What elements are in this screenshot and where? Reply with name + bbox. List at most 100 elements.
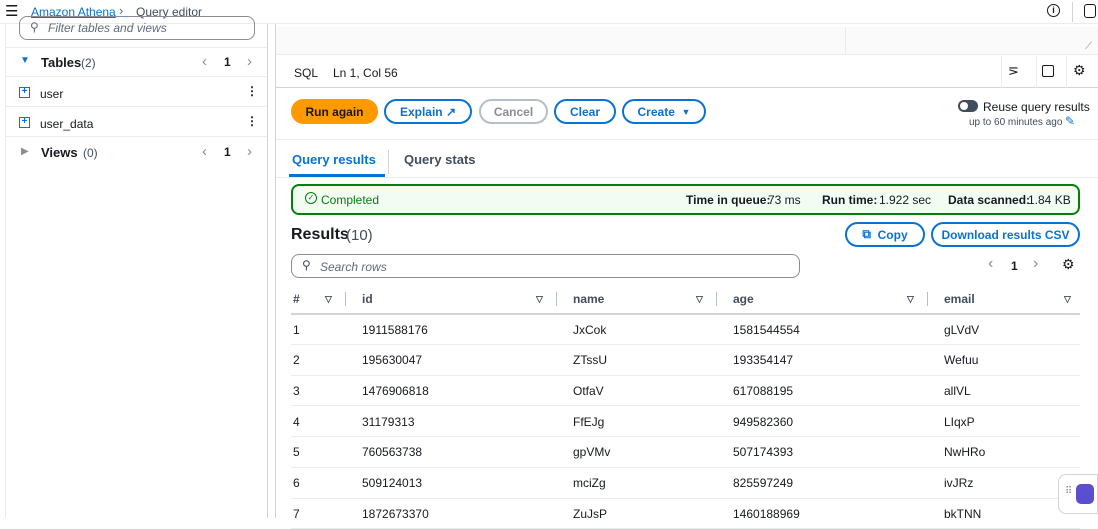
copy-button[interactable]: ⧉ Copy: [845, 222, 925, 247]
sidebar: ⚲ Filter tables and views ▼ Tables (2) ‹…: [5, 16, 268, 518]
table-cell: allVL: [944, 383, 971, 398]
search-placeholder: Search rows: [320, 260, 387, 274]
next-page-icon[interactable]: ›: [247, 53, 252, 70]
edit-icon[interactable]: ✎: [1065, 114, 1076, 128]
reuse-sublabel: up to 60 minutes ago: [969, 117, 1063, 128]
feedback-icon[interactable]: [1084, 4, 1096, 18]
table-cell: 760563738: [362, 445, 423, 460]
tab-query-results[interactable]: Query results: [292, 152, 376, 167]
next-page-icon[interactable]: ›: [1033, 255, 1039, 272]
table-cell: 1581544554: [733, 322, 800, 337]
editor-language: SQL: [294, 66, 319, 80]
data-scanned-label: Data scanned:: [948, 193, 1031, 207]
caret-right-icon[interactable]: ▶: [21, 146, 29, 157]
column-header[interactable]: age: [733, 292, 754, 306]
table-cell: mciZg: [573, 476, 606, 490]
table-settings-icon[interactable]: ⚙: [1062, 256, 1075, 272]
views-count: (0): [83, 146, 98, 160]
results-title: Results: [291, 226, 349, 243]
settings-icon[interactable]: ⚙: [1073, 62, 1086, 78]
drag-handle-icon[interactable]: ⠿: [1065, 486, 1073, 497]
prev-page-icon[interactable]: ‹: [202, 143, 207, 160]
run-time-label: Run time:: [822, 193, 878, 207]
table-cell: 1460188969: [733, 506, 800, 521]
run-again-button[interactable]: Run again: [291, 99, 378, 124]
queue-value: 73 ms: [768, 193, 801, 207]
prev-page-icon[interactable]: ‹: [202, 53, 207, 70]
keyboard-shortcuts-icon[interactable]: [1042, 65, 1054, 77]
download-csv-button[interactable]: Download results CSV: [931, 222, 1080, 247]
editor-status-bar: SQL Ln 1, Col 56 ⋝ ⚙: [276, 56, 1098, 88]
info-icon[interactable]: i: [1047, 4, 1060, 17]
sql-editor[interactable]: ⟋: [276, 27, 1098, 55]
table-cell: 949582360: [733, 414, 794, 429]
sort-icon[interactable]: ▽: [907, 293, 914, 304]
column-header[interactable]: id: [362, 292, 373, 306]
copy-label: Copy: [877, 227, 908, 242]
table-cell: gpVMv: [573, 445, 611, 460]
status-text: Completed: [321, 193, 380, 207]
cancel-button[interactable]: Cancel: [479, 99, 548, 124]
column-header[interactable]: email: [944, 292, 975, 306]
copy-icon: ⧉: [862, 227, 871, 241]
tables-section-header[interactable]: ▼ Tables (2) ‹ 1 ›: [6, 48, 267, 77]
table-row: 6 509124013 mciZg 825597249 ivJRz: [291, 469, 1080, 499]
format-query-icon[interactable]: ⋝: [1008, 63, 1019, 78]
search-icon: ⚲: [302, 258, 311, 272]
prev-page-icon[interactable]: ‹: [988, 255, 994, 272]
search-rows-input[interactable]: ⚲ Search rows: [291, 254, 800, 278]
table-header: # ▽ id ▽ name ▽ age ▽ email ▽: [291, 285, 1080, 315]
caret-down-icon[interactable]: ▼: [20, 55, 30, 66]
table-cell: 7: [293, 506, 300, 521]
table-row: 7 1872673370 ZuJsP 1460188969 bkTNN: [291, 499, 1080, 529]
top-bar: ☰ Amazon Athena › Query editor i: [0, 0, 1098, 24]
table-cell: 1476906818: [362, 383, 429, 398]
sort-icon[interactable]: ▽: [1064, 293, 1071, 304]
create-button[interactable]: Create ▼: [622, 99, 706, 124]
table-item-user[interactable]: + user ⋮: [6, 78, 267, 107]
table-cell: 509124013: [362, 476, 423, 490]
expand-icon[interactable]: +: [19, 117, 30, 128]
tables-page: 1: [224, 55, 231, 69]
tab-query-stats[interactable]: Query stats: [404, 152, 476, 167]
filter-input[interactable]: ⚲ Filter tables and views: [19, 16, 255, 40]
table-cell: JxCok: [573, 322, 607, 337]
table-cell: ivJRz: [944, 476, 974, 490]
search-icon: ⚲: [30, 20, 39, 34]
more-actions-icon[interactable]: ⋮: [246, 84, 258, 98]
table-cell: Wefuu: [944, 353, 979, 368]
table-cell: 825597249: [733, 476, 794, 490]
table-name: user: [40, 87, 64, 101]
explain-button[interactable]: Explain ↗: [384, 99, 472, 124]
check-circle-icon: ✓: [305, 192, 317, 204]
next-page-icon[interactable]: ›: [247, 143, 252, 160]
table-row: 2 195630047 ZTssU 193354147 Wefuu: [291, 346, 1080, 376]
chevron-right-icon: ›: [119, 3, 124, 18]
views-label: Views: [41, 145, 78, 160]
resize-handle-icon[interactable]: ⟋: [1085, 41, 1092, 52]
explain-label: Explain: [399, 104, 443, 119]
sort-icon[interactable]: ▽: [325, 293, 332, 304]
table-row: 1 1911588176 JxCok 1581544554 gLVdV: [291, 315, 1080, 345]
menu-icon[interactable]: ☰: [5, 3, 19, 20]
caret-down-icon: ▼: [681, 106, 691, 117]
table-item-user-data[interactable]: + user_data ⋮: [6, 108, 267, 137]
sort-icon[interactable]: ▽: [536, 293, 543, 304]
more-actions-icon[interactable]: ⋮: [246, 114, 258, 128]
filter-placeholder: Filter tables and views: [48, 21, 167, 35]
reuse-label: Reuse query results: [983, 100, 1090, 114]
breadcrumb-root[interactable]: Amazon Athena: [31, 5, 116, 19]
reuse-results-toggle[interactable]: [958, 100, 978, 112]
table-cell: OtfaV: [573, 383, 604, 398]
column-header[interactable]: #: [293, 292, 300, 306]
column-header[interactable]: name: [573, 292, 605, 306]
views-section-header[interactable]: ▶ Views (0) ‹ 1 ›: [6, 138, 267, 167]
views-page: 1: [224, 145, 231, 159]
clear-button[interactable]: Clear: [554, 99, 616, 124]
assistant-widget[interactable]: ⠿: [1058, 474, 1098, 514]
table-cell: 617088195: [733, 383, 794, 398]
data-scanned-value: 1.84 KB: [1028, 193, 1071, 207]
sort-icon[interactable]: ▽: [696, 293, 703, 304]
table-cell: NwHRo: [944, 445, 986, 460]
expand-icon[interactable]: +: [19, 87, 30, 98]
